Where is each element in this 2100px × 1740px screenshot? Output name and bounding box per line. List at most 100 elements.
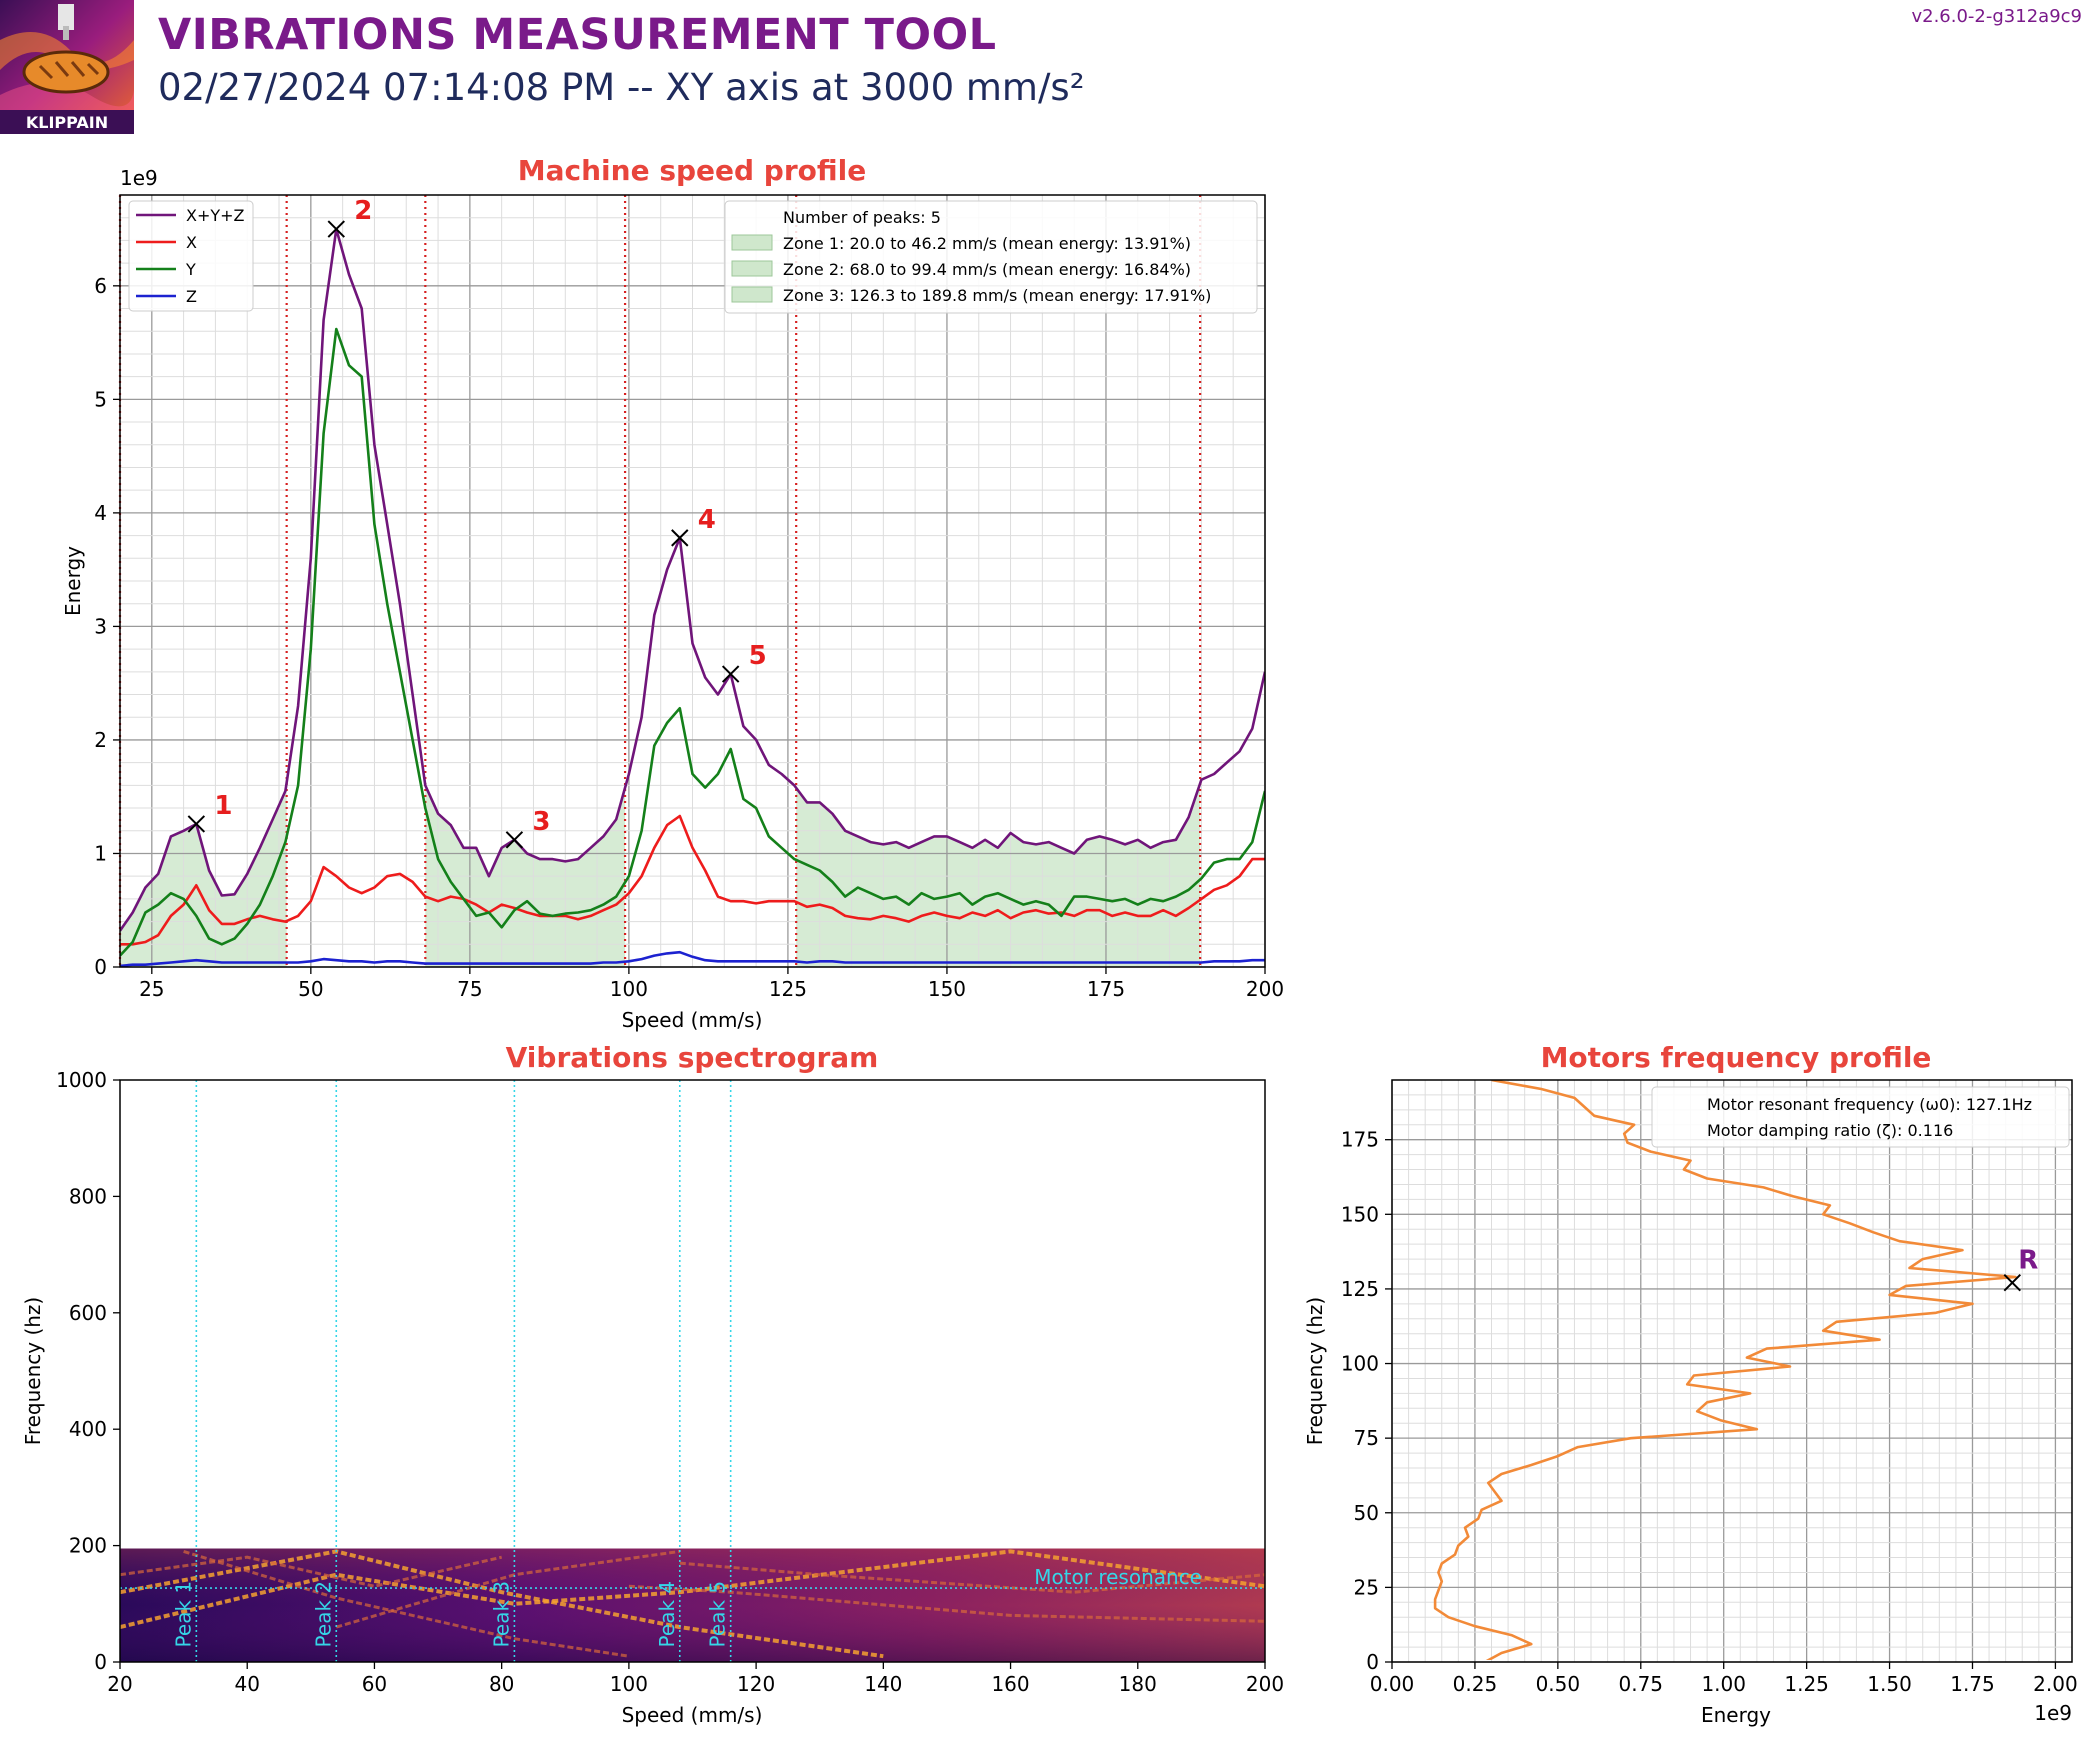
series-line-xplusyplusz [120,227,1265,932]
x-tick-label: 180 [1119,1672,1157,1696]
speed-profile-xlabel: Speed (mm/s) [622,1008,763,1032]
x-tick-label: 0.75 [1619,1672,1664,1696]
spectrogram-ridge [628,1584,1266,1623]
y-tick-label: 50 [1354,1501,1379,1525]
peak-label-2: 2 [354,196,372,226]
x-tick-label: 20 [107,1672,132,1696]
zone-fill-1 [120,782,287,967]
series-line-x [120,814,1265,946]
x-tick-label: 140 [864,1672,902,1696]
series-line-y [120,327,1265,957]
spectrogram-ylabel: Frequency (hz) [21,1297,45,1445]
x-tick-label: 25 [139,977,164,1001]
legend-label: Y [185,260,196,279]
y-tick-label: 4 [94,501,107,525]
motor-legend: Motor resonant frequency (ω0): 127.1Hz Mo… [1651,1086,2070,1148]
peak-label-1: 1 [214,791,232,821]
zones-legend: Number of peaks: 5 Zone 1: 20.0 to 46.2 … [724,200,1258,314]
y-tick-label: 800 [69,1184,107,1208]
peak-line-label-3: Peak 3 [489,1581,513,1648]
x-tick-label: 50 [298,977,323,1001]
speed-profile-offset-label: 1e9 [120,166,158,190]
spectrogram-chart: Vibrations spectrogram Motor resonance Pe… [21,1041,1284,1727]
x-tick-label: 1.00 [1701,1672,1746,1696]
spectrogram-xlabel: Speed (mm/s) [622,1703,763,1727]
speed-profile-title: Machine speed profile [518,154,866,187]
zone-legend-label: Zone 1: 20.0 to 46.2 mm/s (mean energy: … [783,234,1191,253]
x-tick-label: 125 [769,977,807,1001]
spectrogram-shading [120,1548,1265,1662]
version-label: v2.6.0-2-g312a9c9 [1911,6,2082,27]
y-tick-label: 25 [1354,1575,1379,1599]
x-tick-label: 40 [234,1672,259,1696]
motor-legend-entry: Motor resonant frequency (ω0): 127.1Hz [1707,1095,2032,1114]
x-tick-label: 1.25 [1784,1672,1829,1696]
spectrogram-title: Vibrations spectrogram [506,1041,879,1074]
speed-profile-chart: Machine speed profile 1 2 3 4 5 25 50 75 100 125… [61,154,1284,1032]
x-tick-label: 175 [1087,977,1125,1001]
motor-profile-title: Motors frequency profile [1541,1041,1932,1074]
motor-profile-ylabel: Frequency (hz) [1303,1297,1327,1445]
x-tick-label: 75 [457,977,482,1001]
y-tick-label: 0 [94,1650,107,1674]
y-tick-label: 0 [94,955,107,979]
spectrogram-ridge [119,1555,503,1588]
x-tick-label: 200 [1246,977,1284,1001]
x-tick-label: 2.00 [2033,1672,2078,1696]
y-tick-label: 100 [1341,1352,1379,1376]
motor-energy-curve [1433,1080,2017,1660]
spectrogram-ridge [119,1549,884,1659]
series-legend: X+Y+Z XYZ [128,200,254,312]
x-tick-label: 0.25 [1453,1672,1498,1696]
x-tick-label: 160 [991,1672,1029,1696]
y-tick-label: 400 [69,1417,107,1441]
peak-label-5: 5 [749,641,767,671]
zone-fill-3 [796,783,1201,967]
spectrogram-ridge [679,1561,1266,1594]
speed-profile-ylabel: Energy [61,546,85,616]
page-subtitle: 02/27/2024 07:14:08 PM -- XY axis at 300… [158,66,1085,109]
x-tick-label: 120 [737,1672,775,1696]
peak-label-4: 4 [698,505,716,535]
zone-legend-swatch [731,260,773,277]
zone-legend-swatch [731,234,773,251]
legend-label: Z [186,287,197,306]
x-tick-label: 60 [362,1672,387,1696]
peak-marker-5 [721,665,740,683]
y-tick-label: 200 [69,1534,107,1558]
legend-label: X [186,233,197,252]
spectrogram-ridge [335,1549,681,1629]
zone-legend-swatch [731,286,773,303]
x-tick-label: 150 [928,977,966,1001]
y-tick-label: 175 [1341,1128,1379,1152]
y-tick-label: 2 [94,728,107,752]
zone-legend-label: Zone 3: 126.3 to 189.8 mm/s (mean energy… [783,286,1211,305]
y-tick-label: 1 [94,841,107,865]
x-tick-label: 100 [610,977,648,1001]
y-tick-label: 125 [1341,1277,1379,1301]
motor-profile-frame [1391,1079,2073,1663]
legend-label: X+Y+Z [186,206,245,225]
resonance-marker [2003,1273,2021,1292]
x-tick-label: 1.75 [1950,1672,1995,1696]
peak-label-3: 3 [532,807,550,837]
spectrogram-frame [119,1079,1266,1663]
peaks-count-label: Number of peaks: 5 [783,208,941,227]
motor-profile-xlabel: Energy [1701,1703,1771,1727]
x-tick-label: 100 [610,1672,648,1696]
spectrogram-ridge [183,1549,630,1658]
motor-profile-offset-label: 1e9 [2034,1701,2072,1725]
peak-line-label-2: Peak 2 [311,1581,335,1648]
resonance-label: R [2018,1246,2038,1276]
y-tick-label: 150 [1341,1202,1379,1226]
motor-legend-entry: Motor damping ratio (ζ): 0.116 [1707,1121,1953,1140]
series-line-z [120,950,1265,967]
spectrogram-ridge [119,1549,1266,1630]
y-tick-label: 3 [94,614,107,638]
y-tick-label: 6 [94,274,107,298]
peak-marker-3 [505,831,524,849]
x-tick-label: 1.50 [1867,1672,1912,1696]
peak-marker-2 [327,220,345,238]
motor-resonance-label: Motor resonance [1034,1565,1202,1589]
